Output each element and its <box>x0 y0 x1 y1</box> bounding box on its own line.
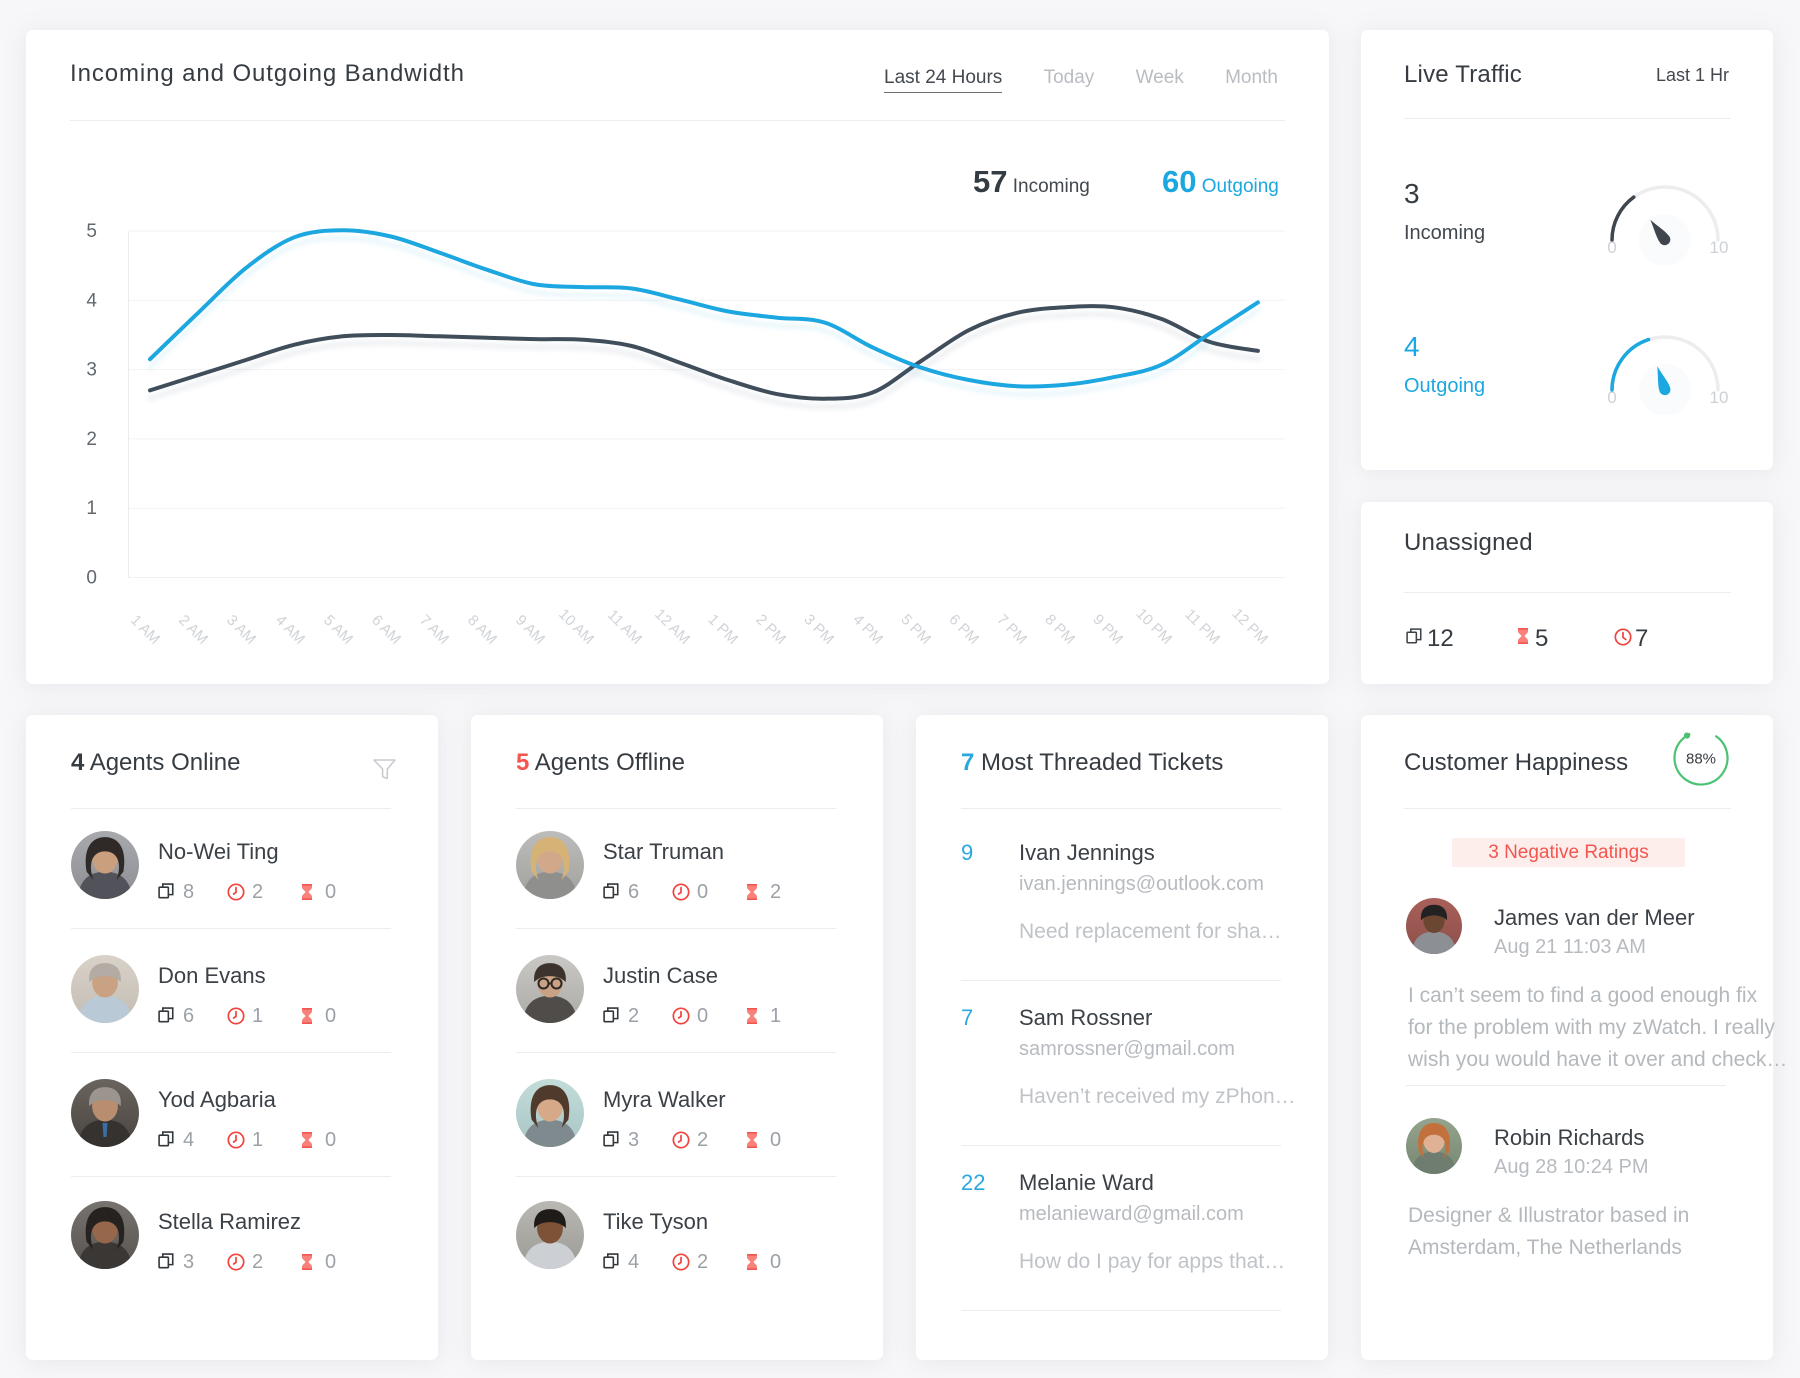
svg-text:10: 10 <box>1710 388 1729 407</box>
svg-text:8 PM: 8 PM <box>1041 611 1078 648</box>
svg-text:0: 0 <box>1607 388 1616 407</box>
svg-text:3 PM: 3 PM <box>800 611 837 648</box>
svg-text:4 PM: 4 PM <box>849 611 886 648</box>
svg-text:12 AM: 12 AM <box>651 606 693 648</box>
svg-text:6 AM: 6 AM <box>368 612 404 648</box>
svg-text:7 AM: 7 AM <box>416 612 452 648</box>
svg-text:1 PM: 1 PM <box>704 611 741 648</box>
svg-text:5 AM: 5 AM <box>320 612 356 648</box>
svg-text:3 AM: 3 AM <box>223 612 259 648</box>
svg-text:5 PM: 5 PM <box>897 611 934 648</box>
svg-text:10 PM: 10 PM <box>1133 605 1176 648</box>
svg-text:2 PM: 2 PM <box>752 611 789 648</box>
svg-text:1: 1 <box>86 498 97 519</box>
svg-text:9 PM: 9 PM <box>1089 611 1126 648</box>
svg-text:10 AM: 10 AM <box>555 606 597 648</box>
svg-text:11 AM: 11 AM <box>604 607 645 648</box>
svg-text:0: 0 <box>86 568 97 589</box>
svg-text:3: 3 <box>86 360 97 381</box>
svg-text:2 AM: 2 AM <box>175 612 211 648</box>
svg-text:1 AM: 1 AM <box>127 612 163 648</box>
svg-text:8 AM: 8 AM <box>464 612 500 648</box>
svg-text:11 PM: 11 PM <box>1181 606 1223 648</box>
svg-text:7 PM: 7 PM <box>993 611 1030 648</box>
svg-text:9 AM: 9 AM <box>512 612 548 648</box>
svg-text:4 AM: 4 AM <box>272 612 308 648</box>
svg-text:0: 0 <box>1607 238 1616 257</box>
svg-text:10: 10 <box>1710 238 1729 257</box>
svg-text:6 PM: 6 PM <box>945 611 982 648</box>
svg-text:2: 2 <box>86 429 97 450</box>
svg-text:5: 5 <box>86 221 97 242</box>
svg-text:12 PM: 12 PM <box>1229 605 1272 648</box>
svg-text:88%: 88% <box>1686 751 1716 768</box>
svg-text:4: 4 <box>86 290 97 311</box>
